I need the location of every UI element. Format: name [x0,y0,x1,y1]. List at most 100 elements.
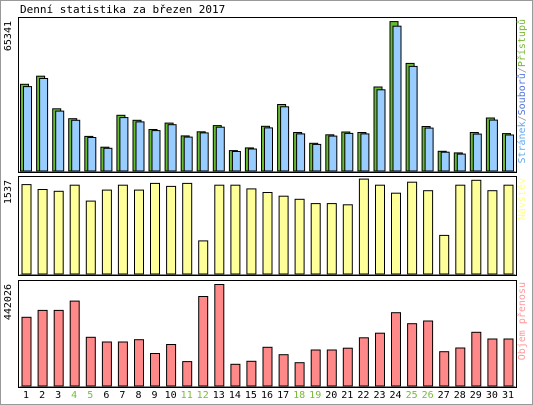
bar-traffic-7 [117,341,128,387]
bar-traffic-25 [407,323,418,387]
x-tick-label-2: 2 [39,390,45,401]
bar-visits-28 [455,184,466,275]
bar-traffic-24 [391,312,401,387]
bar-traffic-9 [150,353,160,387]
bar-visits-5 [85,200,96,275]
x-tick-label-4: 4 [71,390,77,401]
bar-visits-16 [262,192,273,275]
bar-visits-11 [182,182,193,275]
bar-files-25 [408,65,418,172]
x-tick-label-24: 24 [389,390,401,401]
x-tick-label-11: 11 [181,390,193,401]
bar-visits-21 [342,204,353,275]
x-tick-label-9: 9 [151,390,157,401]
bar-visits-22 [358,178,369,275]
bar-files-1 [23,86,32,172]
bar-visits-14 [230,184,241,275]
x-tick-label-31: 31 [502,390,514,401]
bar-files-9 [151,130,161,172]
x-tick-label-8: 8 [135,390,141,401]
bar-visits-23 [375,184,385,275]
bar-traffic-12 [198,296,209,387]
bar-visits-1 [21,184,32,275]
legend-requests-part-1: / [517,115,528,121]
ymax-label-requests: 65341 [3,21,14,51]
bar-visits-25 [407,181,418,275]
bar-traffic-19 [310,349,321,387]
bar-files-13 [215,126,225,172]
legend-requests-part-0: Stránek [516,121,528,163]
bar-visits-24 [391,192,401,275]
x-tick-label-25: 25 [406,390,418,401]
bar-files-26 [424,127,434,172]
bar-files-18 [296,133,306,172]
bar-traffic-6 [101,341,112,387]
bar-traffic-10 [166,344,177,387]
bar-files-30 [488,119,498,172]
legend-traffic: Objem přenosu [516,282,528,360]
x-tick-label-12: 12 [197,390,209,401]
legend-requests: Stránek/Souborů/Přístupů [516,19,528,164]
bar-visits-27 [439,234,450,275]
bar-traffic-20 [326,349,337,387]
bar-traffic-18 [294,362,305,387]
bar-files-3 [55,110,65,172]
bar-traffic-2 [37,309,48,387]
x-tick-label-10: 10 [165,390,177,401]
bar-traffic-13 [214,284,225,387]
bar-visits-19 [310,203,321,275]
bar-traffic-21 [342,347,353,387]
bar-files-21 [344,132,354,172]
legend-requests-part-4: Přístupů [516,19,528,67]
bar-traffic-17 [278,354,289,387]
x-tick-label-1: 1 [23,390,29,401]
x-tick-label-14: 14 [229,390,241,401]
x-tick-label-5: 5 [87,390,93,401]
bar-visits-3 [53,190,64,275]
x-tick-label-27: 27 [438,390,450,401]
bar-traffic-28 [455,347,466,387]
bar-files-10 [167,124,177,172]
bar-traffic-5 [85,336,96,387]
chart-title: Denní statistika za březen 2017 [20,3,226,16]
bar-visits-7 [117,184,128,275]
bar-files-2 [39,78,49,172]
bar-visits-17 [278,195,289,275]
bar-traffic-8 [134,339,144,387]
x-tick-label-18: 18 [293,390,305,401]
bar-traffic-11 [182,361,193,387]
ymax-label-visits: 1537 [3,180,14,204]
bar-visits-18 [294,198,305,275]
x-tick-label-3: 3 [55,390,61,401]
x-tick-label-7: 7 [119,390,125,401]
x-tick-label-19: 19 [309,390,321,401]
bar-visits-10 [166,185,177,275]
bar-files-7 [119,117,129,172]
bar-traffic-16 [262,346,273,387]
bar-visits-15 [246,188,257,275]
bar-traffic-27 [439,351,450,387]
x-tick-label-23: 23 [373,390,385,401]
x-tick-label-17: 17 [277,390,289,401]
x-tick-label-30: 30 [486,390,498,401]
bar-traffic-29 [471,331,482,387]
bar-files-16 [264,127,273,172]
x-tick-label-16: 16 [261,390,273,401]
bar-files-31 [505,134,514,172]
bar-files-29 [472,133,482,172]
bar-traffic-1 [21,316,32,387]
bar-traffic-14 [230,363,241,387]
bar-visits-6 [101,189,112,275]
bar-visits-4 [69,184,80,275]
bar-files-20 [328,135,338,172]
bar-traffic-22 [358,337,369,387]
x-tick-label-20: 20 [325,390,337,401]
bar-traffic-3 [53,309,64,387]
bar-files-24 [392,25,402,172]
bar-files-11 [183,136,193,172]
bar-visits-2 [37,189,48,275]
bar-traffic-26 [423,320,434,387]
bar-files-22 [360,133,370,172]
bar-visits-9 [150,182,160,275]
